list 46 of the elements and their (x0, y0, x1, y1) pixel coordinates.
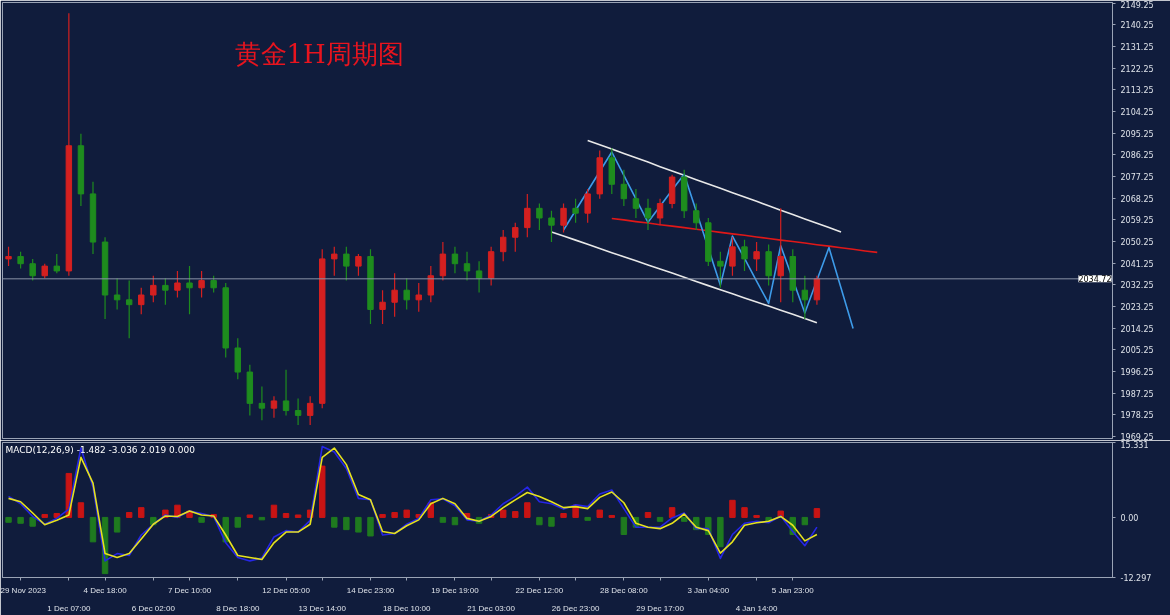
y-tick-label: 1987.25 (1120, 389, 1154, 399)
y-tick-label: 2023.25 (1120, 302, 1154, 312)
x-tick-label: 18 Dec 10:00 (382, 603, 432, 613)
x-tick-label: 13 Dec 14:00 (298, 603, 347, 613)
y-tick-label: 2086.25 (1120, 151, 1154, 161)
y-tick-label: 2140.25 (1120, 21, 1154, 31)
ref-line-label: 2034.72 (1078, 275, 1112, 285)
text: 黄金1H周期图 (234, 38, 404, 69)
x-tick-label: 21 Dec 03:00 (467, 603, 516, 613)
y-tick-label: 2059.25 (1120, 216, 1154, 226)
y-tick-label: 2014.25 (1120, 324, 1154, 334)
x-tick-label: 6 Dec 02:00 (131, 603, 176, 613)
y-tick-label: 2131.25 (1120, 42, 1154, 52)
x-tick-label: 4 Dec 18:00 (83, 585, 128, 595)
y-tick-label: 2095.25 (1120, 129, 1154, 139)
y-tick-label: 2104.25 (1120, 107, 1154, 117)
x-tick-label: 1 Dec 07:00 (47, 603, 91, 613)
y-tick-label: -12.297 (1120, 574, 1152, 583)
x-tick-label: 19 Dec 19:00 (431, 585, 480, 595)
x-tick-label: 12 Dec 05:00 (262, 585, 311, 595)
x-tick-label: 22 Dec 12:00 (515, 585, 564, 595)
y-tick-label: 2113.25 (1120, 86, 1154, 96)
x-tick-label: 29 Nov 2023 (0, 585, 47, 595)
y-tick-label: 15.331 (1120, 440, 1149, 450)
y-tick-label: 2122.25 (1120, 64, 1154, 74)
y-tick-label: 1978.25 (1120, 411, 1154, 421)
x-tick-label: 28 Dec 08:00 (600, 585, 649, 595)
y-tick-label: 1996.25 (1120, 367, 1154, 377)
y-tick-label: 2041.25 (1120, 259, 1154, 269)
x-tick-label: 4 Jan 14:00 (735, 603, 779, 613)
x-tick-label: 26 Dec 23:00 (551, 603, 600, 613)
chart-title: MACD(12,26,9) -1.482 -3.036 2.019 0.000 (5, 444, 196, 455)
x-tick-label: 5 Jan 23:00 (771, 585, 815, 595)
y-tick-label: 2032.25 (1120, 281, 1154, 291)
y-tick-label: 2050.25 (1120, 237, 1154, 247)
y-tick-label: 2005.25 (1120, 346, 1154, 356)
y-tick-label: 2077.25 (1120, 172, 1154, 182)
x-tick-label: 14 Dec 23:00 (346, 585, 395, 595)
y-tick-label: 2068.25 (1120, 194, 1154, 204)
y-tick-label: 1969.25 (1120, 432, 1154, 442)
x-tick-label: 8 Dec 18:00 (216, 603, 260, 613)
y-tick-label: 0.00 (1120, 513, 1139, 523)
x-tick-label: 29 Dec 17:00 (636, 603, 685, 613)
x-tick-label: 3 Jan 04:00 (687, 585, 730, 595)
y-tick-label: 2149.25 (1120, 0, 1154, 10)
x-tick-label: 7 Dec 10:00 (167, 585, 212, 595)
